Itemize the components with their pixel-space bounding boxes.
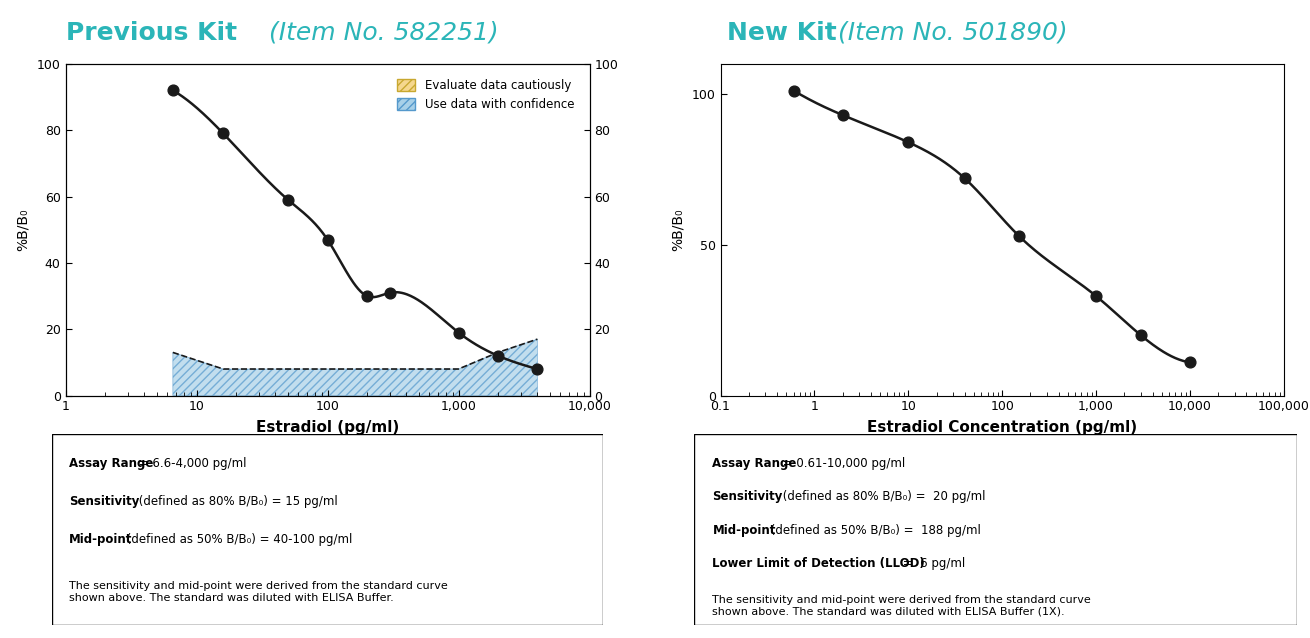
Point — [527, 364, 548, 374]
Y-axis label: %B/B₀: %B/B₀ — [671, 209, 685, 251]
Text: (defined as 50% B/B₀) = 40-100 pg/ml: (defined as 50% B/B₀) = 40-100 pg/ml — [123, 533, 352, 546]
Text: Assay Range: Assay Range — [713, 457, 796, 470]
Point — [1179, 357, 1200, 367]
Text: =  6 pg/ml: = 6 pg/ml — [899, 558, 965, 570]
Text: (defined as 50% B/B₀) =  188 pg/ml: (defined as 50% B/B₀) = 188 pg/ml — [766, 524, 980, 537]
Point — [1009, 230, 1030, 241]
Point — [278, 195, 299, 205]
Point — [1086, 291, 1107, 301]
Point — [1131, 330, 1151, 340]
FancyBboxPatch shape — [52, 434, 603, 625]
Text: Sensitivity: Sensitivity — [713, 490, 783, 503]
Text: (Item No. 582251): (Item No. 582251) — [269, 20, 498, 45]
X-axis label: Estradiol (pg/ml): Estradiol (pg/ml) — [255, 420, 400, 435]
Point — [897, 137, 918, 147]
Text: Mid-point: Mid-point — [713, 524, 776, 537]
Text: (Item No. 501890): (Item No. 501890) — [838, 20, 1068, 45]
Point — [356, 291, 377, 301]
Point — [783, 86, 804, 96]
Point — [162, 85, 183, 96]
X-axis label: Estradiol Concentration (pg/ml): Estradiol Concentration (pg/ml) — [867, 420, 1137, 435]
Text: Sensitivity: Sensitivity — [69, 495, 139, 508]
Text: (defined as 80% B/B₀) = 15 pg/ml: (defined as 80% B/B₀) = 15 pg/ml — [135, 495, 338, 508]
Text: = 6.6-4,000 pg/ml: = 6.6-4,000 pg/ml — [135, 457, 248, 470]
Point — [380, 288, 401, 298]
Point — [487, 351, 508, 361]
Text: Assay Range: Assay Range — [69, 457, 153, 470]
Point — [212, 128, 233, 138]
Text: New Kit: New Kit — [727, 20, 845, 45]
Text: Lower Limit of Detection (LLOD): Lower Limit of Detection (LLOD) — [713, 558, 925, 570]
Text: The sensitivity and mid-point were derived from the standard curve
shown above. : The sensitivity and mid-point were deriv… — [713, 595, 1091, 616]
Legend: Evaluate data cautiously, Use data with confidence: Evaluate data cautiously, Use data with … — [388, 70, 583, 121]
Point — [448, 327, 469, 338]
Text: Previous Kit: Previous Kit — [66, 20, 245, 45]
Text: (defined as 80% B/B₀) =  20 pg/ml: (defined as 80% B/B₀) = 20 pg/ml — [778, 490, 985, 503]
FancyBboxPatch shape — [694, 434, 1297, 625]
Point — [832, 110, 853, 120]
Text: Mid-point: Mid-point — [69, 533, 132, 546]
Text: = 0.61-10,000 pg/ml: = 0.61-10,000 pg/ml — [778, 457, 905, 470]
Point — [317, 235, 338, 245]
Text: The sensitivity and mid-point were derived from the standard curve
shown above. : The sensitivity and mid-point were deriv… — [69, 581, 448, 603]
Point — [954, 174, 975, 184]
Y-axis label: %B/B₀: %B/B₀ — [16, 209, 30, 251]
